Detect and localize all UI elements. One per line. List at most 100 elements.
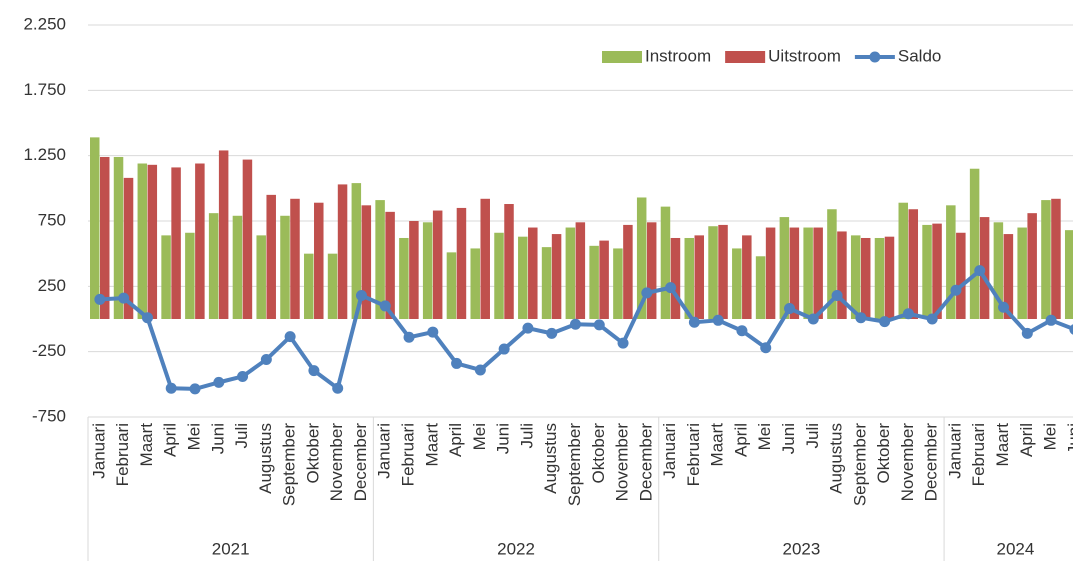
saldo-point <box>569 318 581 330</box>
bar <box>956 232 966 319</box>
x-tick-label: Mei <box>1041 423 1060 450</box>
x-tick-label: September <box>280 423 299 506</box>
saldo-point <box>498 343 510 355</box>
bar <box>813 227 823 319</box>
saldo-point <box>641 287 653 299</box>
bar <box>684 237 694 319</box>
bar <box>993 222 1004 319</box>
saldo-point <box>284 331 296 343</box>
bar <box>123 177 134 319</box>
y-tick-label: -250 <box>32 341 66 360</box>
saldo-point <box>974 265 986 277</box>
bar <box>113 156 124 319</box>
x-tick-label: Juli <box>232 423 251 449</box>
saldo-point <box>712 314 724 326</box>
bar <box>565 227 576 319</box>
bar <box>898 202 909 319</box>
x-tick-label: Januari <box>89 423 108 479</box>
saldo-point <box>260 354 272 366</box>
bar <box>432 210 443 319</box>
bar <box>1003 234 1014 319</box>
group-label: 2024 <box>997 539 1035 558</box>
bar <box>409 221 419 319</box>
x-tick-label: Augustus <box>256 423 275 494</box>
legend-swatch <box>602 51 642 63</box>
saldo-point <box>213 376 225 388</box>
saldo-point <box>308 365 320 377</box>
bar <box>613 248 623 319</box>
x-tick-label: Februari <box>684 423 703 486</box>
bar <box>541 247 552 319</box>
bar <box>232 215 243 319</box>
bar <box>494 232 504 319</box>
saldo-point <box>118 292 130 304</box>
saldo-point <box>1069 324 1073 335</box>
saldo-point <box>617 337 629 349</box>
legend-swatch <box>725 51 766 63</box>
bar <box>137 163 148 319</box>
saldo-point <box>831 289 843 301</box>
bar <box>290 198 300 319</box>
bar <box>518 236 528 319</box>
bar <box>779 217 790 319</box>
x-tick-label: April <box>731 423 750 457</box>
bar <box>969 168 980 319</box>
x-tick-label: Juni <box>779 423 798 454</box>
bar <box>946 205 956 319</box>
x-tick-label: Februari <box>969 423 988 486</box>
bar <box>185 232 195 319</box>
bar <box>718 224 728 319</box>
saldo-point <box>1045 314 1057 326</box>
bar <box>755 256 766 319</box>
x-tick-label: Juli <box>803 423 822 449</box>
saldo-point <box>593 319 605 331</box>
bar <box>528 227 538 319</box>
saldo-point <box>879 316 891 328</box>
bar <box>470 248 480 319</box>
x-tick-label: Januari <box>945 423 964 479</box>
x-tick-label: Juni <box>208 423 227 454</box>
x-tick-label: Mei <box>184 423 203 450</box>
bar <box>922 224 932 319</box>
saldo-point <box>94 293 106 305</box>
x-tick-label: Januari <box>660 423 679 479</box>
bar <box>646 222 657 319</box>
bar <box>304 253 314 319</box>
saldo-point <box>189 383 201 395</box>
x-tick-label: Mei <box>470 423 489 450</box>
bar <box>670 237 681 319</box>
saldo-point <box>688 316 700 328</box>
bar <box>456 207 467 319</box>
bar <box>623 224 633 319</box>
x-tick-label: December <box>922 423 941 502</box>
saldo-point <box>332 382 344 394</box>
bar <box>504 204 514 319</box>
bar <box>480 198 490 319</box>
bar <box>100 156 110 319</box>
x-tick-label: Februari <box>399 423 418 486</box>
saldo-point <box>379 300 391 312</box>
bar <box>90 137 100 319</box>
saldo-point <box>403 331 415 343</box>
bar <box>908 209 919 319</box>
bar <box>361 205 372 319</box>
bar <box>1027 213 1037 319</box>
bar <box>575 222 586 319</box>
bar <box>351 183 362 319</box>
bar <box>422 222 433 319</box>
bar <box>860 237 871 319</box>
legend-swatch <box>869 51 881 63</box>
saldo-point <box>522 322 534 334</box>
x-tick-label: April <box>161 423 180 457</box>
bar <box>827 209 837 319</box>
x-tick-label: Juni <box>494 423 513 454</box>
legend-label: Instroom <box>645 46 711 65</box>
bar <box>599 240 609 319</box>
x-tick-label: Februari <box>113 423 132 486</box>
x-tick-label: April <box>446 423 465 457</box>
bar <box>789 227 800 319</box>
saldo-point <box>1021 327 1033 339</box>
bar <box>694 235 704 319</box>
x-tick-label: Maart <box>422 423 441 467</box>
y-tick-label: -750 <box>32 406 66 425</box>
